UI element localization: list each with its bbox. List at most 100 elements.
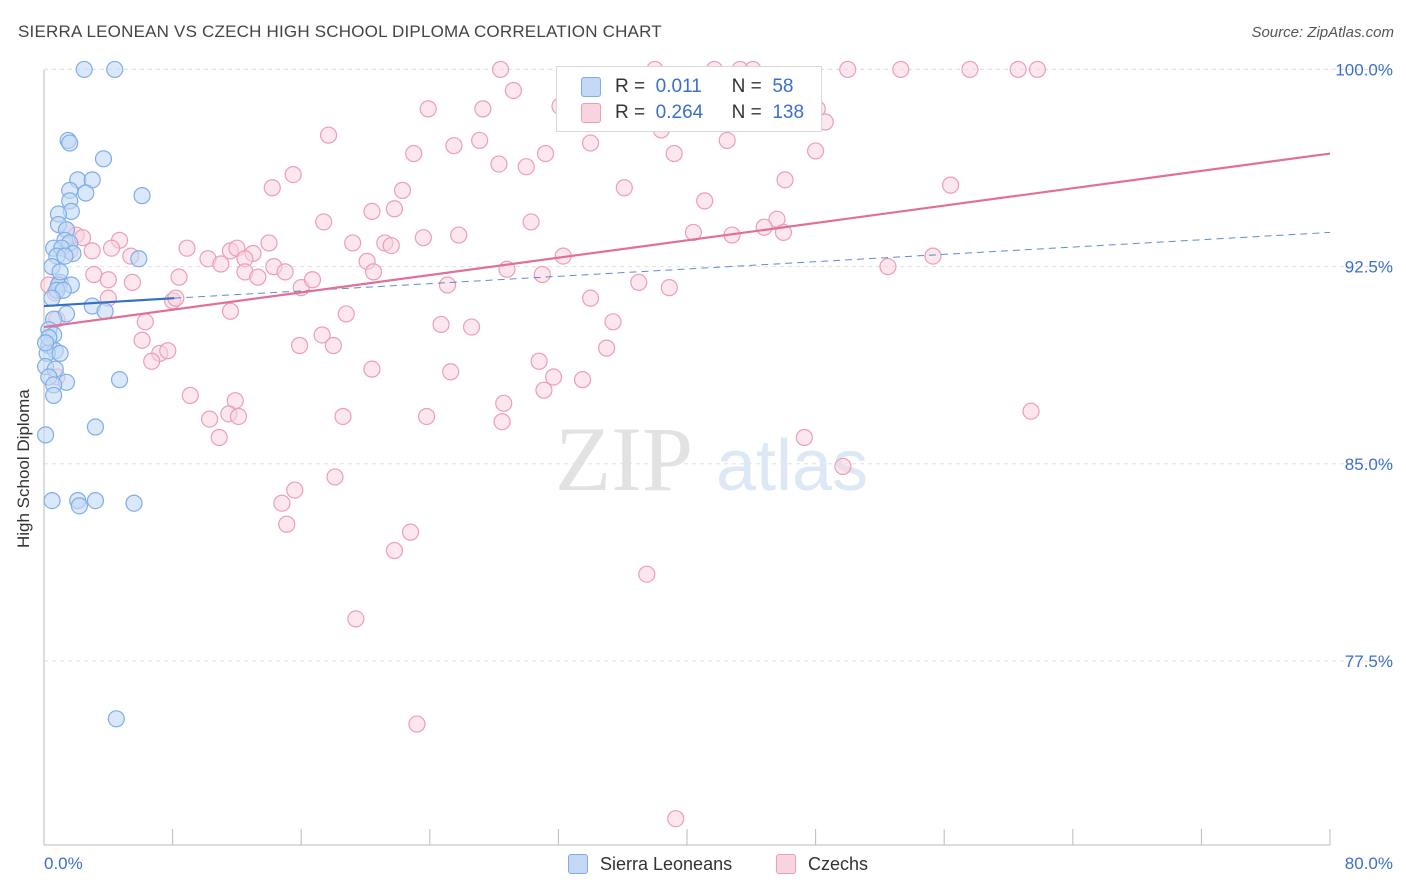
czech-point <box>795 428 813 447</box>
stats-row-czechs: R = 0.264 N = 138 <box>581 100 804 126</box>
blue-swatch <box>568 854 588 874</box>
czech-trend-line <box>43 152 1331 329</box>
stats-legend: R = 0.011 N = 58 R = 0.264 N = 138 <box>556 66 822 132</box>
czech-point <box>471 131 489 150</box>
czech-point <box>438 276 457 294</box>
pink-swatch <box>581 103 601 123</box>
czech-point <box>961 60 979 79</box>
czech-point <box>181 386 199 405</box>
czech-point <box>212 255 230 273</box>
sierra-leonean-trend-solid <box>43 297 175 308</box>
czech-point <box>495 394 513 412</box>
czech-point <box>432 315 450 334</box>
czech-point <box>337 305 355 323</box>
sierra-leonean-point <box>51 344 69 362</box>
axis-layer <box>43 70 1331 846</box>
sierra-leonean-point <box>106 60 124 79</box>
legend-label: Czechs <box>808 853 869 874</box>
x-tick-label: 0.0% <box>44 854 83 873</box>
sierra-leonean-point <box>37 426 55 444</box>
trend-lines-layer <box>43 152 1331 329</box>
czech-point <box>170 268 188 286</box>
czech-point <box>344 234 362 252</box>
sierra-leonean-point <box>86 491 105 510</box>
sierra-leonean-point <box>77 184 95 202</box>
czech-point <box>263 179 281 197</box>
czech-point <box>573 371 592 389</box>
czech-point <box>200 410 219 428</box>
czech-point <box>159 342 177 360</box>
czech-point <box>776 171 794 189</box>
sierra-leonean-point <box>130 250 148 268</box>
sierra-leonean-point <box>43 289 61 307</box>
czech-point <box>450 226 468 244</box>
legend-item-czechs[interactable]: Czechs <box>776 852 868 876</box>
czech-point <box>942 176 960 194</box>
czech-point <box>221 302 240 320</box>
czech-point <box>364 263 383 281</box>
czech-point <box>408 715 426 733</box>
czech-point <box>133 331 151 349</box>
czech-point <box>630 273 648 291</box>
czech-point <box>755 218 773 236</box>
czech-point <box>276 263 294 281</box>
r-value: 0.264 <box>655 102 704 123</box>
legend-item-sierra-leoneans[interactable]: Sierra Leoneans <box>568 852 732 876</box>
r-label: R = <box>615 76 646 97</box>
sierra-leonean-point <box>37 334 55 352</box>
n-value: 138 <box>772 102 805 123</box>
czech-point <box>924 247 942 265</box>
sierra-leonean-point <box>43 491 61 510</box>
czech-point <box>326 468 344 486</box>
sierra-leonean-point <box>110 371 129 389</box>
czech-point <box>536 144 555 163</box>
czech-point <box>102 239 121 257</box>
czech-point <box>260 234 278 252</box>
y-axis-label: High School Diploma <box>14 389 33 548</box>
czech-point <box>638 565 656 583</box>
czech-point <box>385 541 404 560</box>
blue-swatch <box>581 77 601 97</box>
czech-point <box>839 60 857 79</box>
czech-point <box>598 339 616 357</box>
y-tick-label: 92.5% <box>1345 258 1393 277</box>
czech-point <box>286 481 304 499</box>
czech-point <box>474 100 492 118</box>
czech-point <box>315 213 333 231</box>
sierra-leonean-point <box>133 187 151 205</box>
n-label: N = <box>731 102 762 123</box>
czech-point <box>334 407 352 426</box>
tick-labels-layer: 77.5% 85.0% 92.5% 100.0% 0.0% 80.0% <box>44 60 1393 873</box>
czech-point <box>667 810 685 828</box>
czech-point <box>382 236 400 255</box>
czech-point <box>533 265 551 284</box>
czech-point <box>385 200 404 218</box>
czech-point <box>544 368 563 386</box>
czech-point <box>273 494 291 512</box>
czech-point <box>1028 60 1047 79</box>
y-tick-label: 100.0% <box>1335 60 1393 79</box>
czech-point <box>143 352 161 370</box>
czech-point <box>892 60 910 79</box>
czech-point <box>123 273 142 291</box>
czech-point <box>210 428 228 447</box>
czech-point <box>363 202 381 221</box>
czech-point <box>85 265 103 284</box>
watermark-zip: ZIP <box>555 408 693 510</box>
czech-point <box>660 279 678 297</box>
points-layer <box>37 60 1047 828</box>
sierra-leonean-point <box>70 497 88 515</box>
czech-point <box>1009 60 1027 79</box>
sierra-leonean-point <box>75 60 93 79</box>
czech-point <box>303 271 322 289</box>
czech-point <box>517 158 535 176</box>
r-value: 0.011 <box>655 76 702 97</box>
czech-point <box>414 229 432 247</box>
czech-point <box>604 313 622 331</box>
czech-point <box>581 134 600 152</box>
czech-point <box>363 360 381 378</box>
r-label: R = <box>615 102 646 123</box>
sierra-leonean-point <box>56 247 74 265</box>
czech-point <box>319 126 338 144</box>
